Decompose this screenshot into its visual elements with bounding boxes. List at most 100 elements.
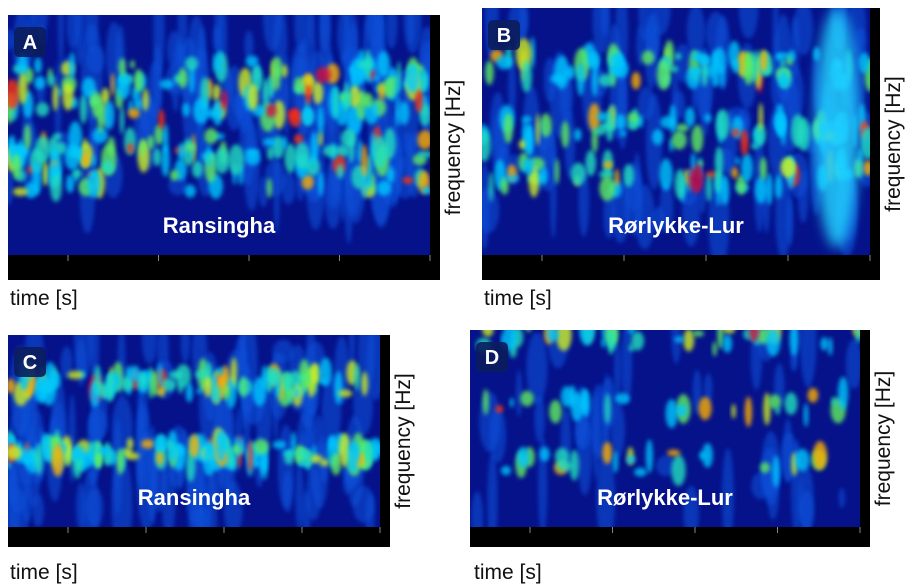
energy-haze [634,152,641,194]
energy-blob [741,153,753,182]
energy-blob [539,447,549,461]
energy-blob [50,172,62,202]
energy-blob [549,400,562,423]
energy-blob [354,364,359,391]
energy-blob [193,98,209,124]
energy-blob [613,451,619,473]
energy-blob [601,339,606,347]
energy-blob [598,74,613,87]
energy-blob [585,150,596,176]
energy-blob [759,103,764,131]
energy-blob [147,135,155,149]
energy-blob [691,125,703,153]
energy-blob [657,59,671,90]
energy-blob [6,446,22,460]
energy-blob [377,181,392,196]
energy-blob [82,77,96,97]
energy-blob [294,77,304,94]
energy-blob [602,312,607,344]
energy-blob [315,67,331,83]
energy-blob [717,319,723,349]
instrument-name: Ransingha [138,485,251,510]
energy-blob [337,164,344,179]
energy-blob [105,373,114,402]
energy-blob [361,372,368,396]
energy-blob [52,444,64,477]
time-bar [470,527,860,547]
energy-blob [699,451,706,460]
energy-blob [675,53,682,60]
energy-haze [244,30,253,59]
energy-blob [178,68,188,88]
y-axis-label: frequency [Hz] [872,371,895,506]
energy-blob [526,124,533,156]
energy-haze [244,123,260,211]
energy-blob [333,87,338,119]
energy-blob [766,173,773,205]
energy-blob [158,363,163,386]
energy-haze [142,317,157,365]
energy-blob [245,148,260,156]
energy-blob [610,53,624,67]
energy-blob [35,443,43,475]
energy-blob [838,377,849,410]
energy-haze [839,488,845,508]
energy-blob [602,442,612,464]
energy-blob [260,450,264,479]
energy-blob [550,74,565,83]
energy-blob [561,121,569,148]
energy-haze [32,494,44,527]
energy-blob [685,107,695,127]
energy-blob [118,58,125,76]
energy-blob [213,53,218,72]
energy-blob [129,366,140,382]
figure: ARansinghatime [s]frequency [Hz]BRørlykk… [0,0,920,587]
energy-blob [402,177,413,184]
energy-blob [489,172,494,202]
panel-letter: A [23,32,37,54]
energy-haze [167,31,182,70]
energy-blob [6,379,15,394]
energy-blob [160,387,165,397]
energy-blob [160,79,174,89]
energy-blob [239,438,244,454]
energy-blob [396,97,400,127]
energy-blob [804,403,809,427]
energy-blob [775,104,784,136]
energy-blob [496,55,512,69]
energy-blob [789,50,795,62]
energy-blob [361,144,367,177]
energy-blob [546,327,558,342]
energy-blob [338,390,352,398]
energy-blob [692,68,702,74]
energy-blob [51,146,57,164]
energy-blob [485,60,494,85]
energy-blob [828,337,833,355]
energy-blob [795,449,810,472]
energy-haze [386,2,398,50]
energy-blob [197,388,202,394]
energy-blob [659,158,672,190]
energy-blob [755,177,767,204]
energy-blob [540,113,552,137]
energy-blob [293,387,299,398]
energy-blob [723,334,732,352]
energy-blob [526,325,532,332]
energy-blob [699,397,712,420]
energy-blob [377,51,390,77]
energy-blob [97,103,103,133]
energy-blob [43,434,51,462]
energy-blob [170,170,179,181]
energy-blob [628,319,635,335]
energy-blob [620,130,627,137]
energy-blob [669,104,676,133]
energy-blob [341,129,356,148]
energy-haze [88,408,108,440]
energy-blob [375,444,380,452]
energy-blob [745,397,752,427]
energy-blob [571,163,586,186]
energy-blob [692,330,704,336]
energy-blob [150,371,158,397]
energy-blob [254,439,269,454]
